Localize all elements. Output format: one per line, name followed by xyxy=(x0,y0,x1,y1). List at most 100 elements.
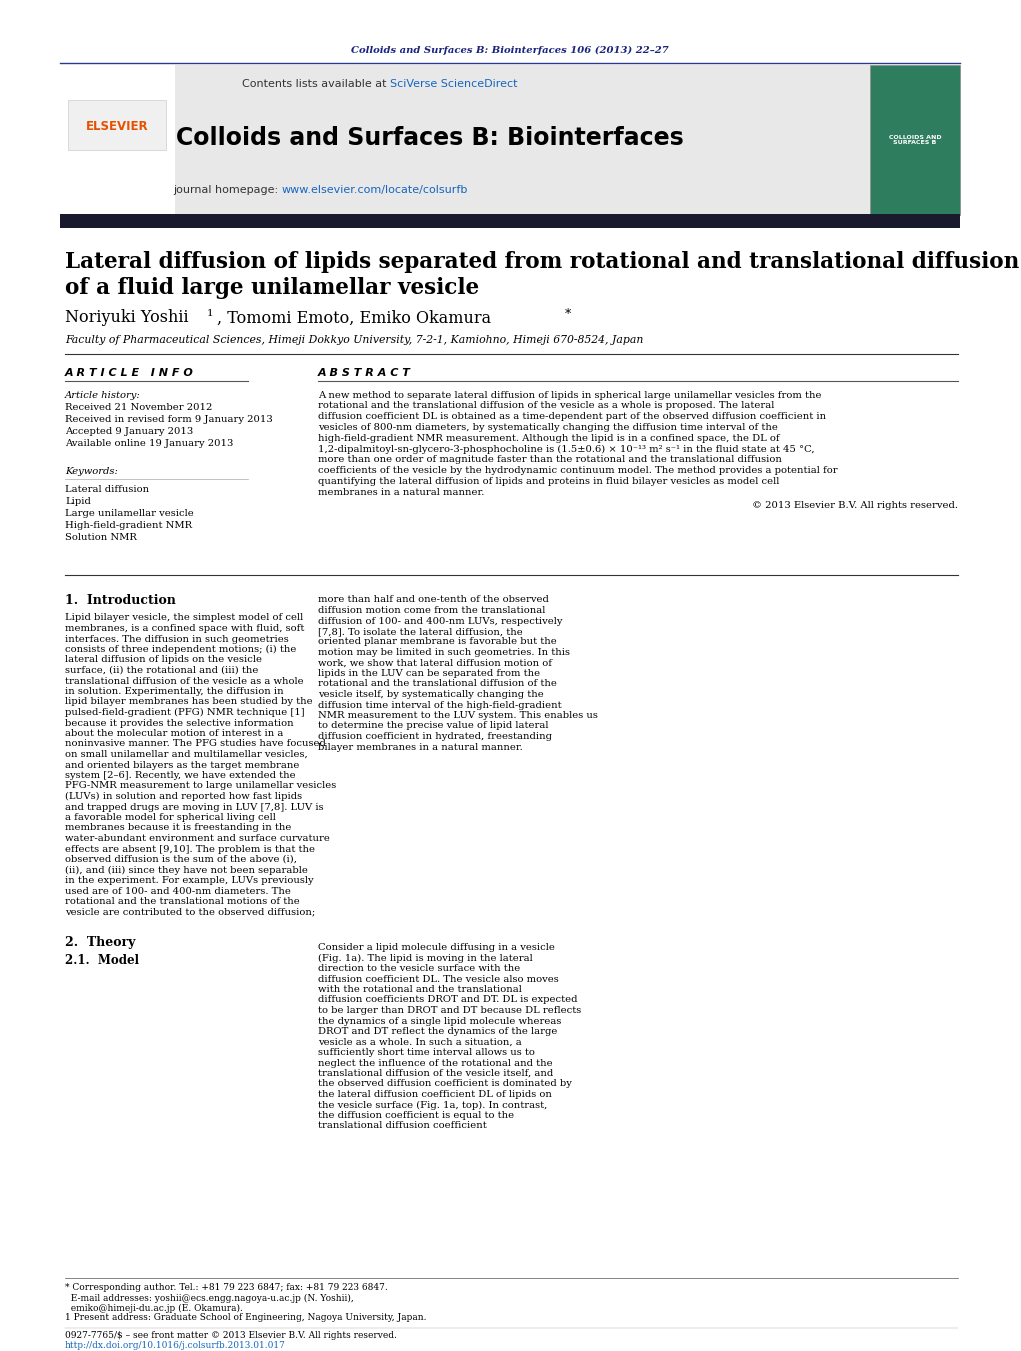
Text: ELSEVIER: ELSEVIER xyxy=(86,119,148,132)
Text: A B S T R A C T: A B S T R A C T xyxy=(318,367,410,378)
Text: of a fluid large unilamellar vesicle: of a fluid large unilamellar vesicle xyxy=(65,277,479,299)
Text: membranes in a natural manner.: membranes in a natural manner. xyxy=(318,488,484,497)
Text: motion may be limited in such geometries. In this: motion may be limited in such geometries… xyxy=(318,648,570,657)
Text: interfaces. The diffusion in such geometries: interfaces. The diffusion in such geomet… xyxy=(65,635,289,643)
Text: Lipid: Lipid xyxy=(65,497,91,507)
Text: the dynamics of a single lipid molecule whereas: the dynamics of a single lipid molecule … xyxy=(318,1016,562,1025)
Text: PFG-NMR measurement to large unilamellar vesicles: PFG-NMR measurement to large unilamellar… xyxy=(65,781,336,790)
Text: A R T I C L E   I N F O: A R T I C L E I N F O xyxy=(65,367,194,378)
Text: quantifying the lateral diffusion of lipids and proteins in fluid bilayer vesicl: quantifying the lateral diffusion of lip… xyxy=(318,477,779,486)
Text: the vesicle surface (Fig. 1a, top). In contrast,: the vesicle surface (Fig. 1a, top). In c… xyxy=(318,1101,547,1109)
Text: translational diffusion of the vesicle itself, and: translational diffusion of the vesicle i… xyxy=(318,1069,553,1078)
Text: lipids in the LUV can be separated from the: lipids in the LUV can be separated from … xyxy=(318,669,540,678)
Text: Lateral diffusion: Lateral diffusion xyxy=(65,485,149,494)
Text: about the molecular motion of interest in a: about the molecular motion of interest i… xyxy=(65,730,284,738)
Text: diffusion coefficient DL. The vesicle also moves: diffusion coefficient DL. The vesicle al… xyxy=(318,974,558,984)
Text: rotational and the translational motions of the: rotational and the translational motions… xyxy=(65,897,300,907)
Text: diffusion of 100- and 400-nm LUVs, respectively: diffusion of 100- and 400-nm LUVs, respe… xyxy=(318,616,563,626)
Text: oriented planar membrane is favorable but the: oriented planar membrane is favorable bu… xyxy=(318,638,556,647)
Text: Keywords:: Keywords: xyxy=(65,466,117,476)
Text: Faculty of Pharmaceutical Sciences, Himeji Dokkyo University, 7-2-1, Kamiohno, H: Faculty of Pharmaceutical Sciences, Hime… xyxy=(65,335,643,345)
Text: and trapped drugs are moving in LUV [7,8]. LUV is: and trapped drugs are moving in LUV [7,8… xyxy=(65,802,324,812)
Text: Large unilamellar vesicle: Large unilamellar vesicle xyxy=(65,509,194,519)
Text: sufficiently short time interval allows us to: sufficiently short time interval allows … xyxy=(318,1048,535,1056)
Text: diffusion coefficient DL is obtained as a time-dependent part of the observed di: diffusion coefficient DL is obtained as … xyxy=(318,412,826,422)
Text: diffusion time interval of the high-field-gradient: diffusion time interval of the high-fiel… xyxy=(318,701,562,709)
Text: 1,2-dipalmitoyl-sn-glycero-3-phosphocholine is (1.5±0.6) × 10⁻¹³ m² s⁻¹ in the f: 1,2-dipalmitoyl-sn-glycero-3-phosphochol… xyxy=(318,444,815,454)
Text: SciVerse ScienceDirect: SciVerse ScienceDirect xyxy=(390,78,518,89)
Text: neglect the influence of the rotational and the: neglect the influence of the rotational … xyxy=(318,1058,552,1067)
Text: High-field-gradient NMR: High-field-gradient NMR xyxy=(65,521,192,531)
Text: surface, (ii) the rotational and (iii) the: surface, (ii) the rotational and (iii) t… xyxy=(65,666,258,676)
Text: 1: 1 xyxy=(207,309,213,319)
Text: (ii), and (iii) since they have not been separable: (ii), and (iii) since they have not been… xyxy=(65,866,308,874)
Text: rotational and the translational diffusion of the: rotational and the translational diffusi… xyxy=(318,680,556,689)
Bar xyxy=(68,100,166,150)
Text: high-field-gradient NMR measurement. Although the lipid is in a confined space, : high-field-gradient NMR measurement. Alt… xyxy=(318,434,780,443)
Text: Noriyuki Yoshii: Noriyuki Yoshii xyxy=(65,309,189,327)
Text: Available online 19 January 2013: Available online 19 January 2013 xyxy=(65,439,234,449)
Text: consists of three independent motions; (i) the: consists of three independent motions; (… xyxy=(65,644,296,654)
Text: Solution NMR: Solution NMR xyxy=(65,534,137,543)
Text: and oriented bilayers as the target membrane: and oriented bilayers as the target memb… xyxy=(65,761,299,770)
Bar xyxy=(870,65,960,215)
Text: * Corresponding author. Tel.: +81 79 223 6847; fax: +81 79 223 6847.: * Corresponding author. Tel.: +81 79 223… xyxy=(65,1283,388,1293)
Text: Colloids and Surfaces B: Biointerfaces: Colloids and Surfaces B: Biointerfaces xyxy=(177,126,684,150)
Text: on small unilamellar and multilamellar vesicles,: on small unilamellar and multilamellar v… xyxy=(65,750,307,759)
Text: water-abundant environment and surface curvature: water-abundant environment and surface c… xyxy=(65,834,330,843)
Text: coefficients of the vesicle by the hydrodynamic continuum model. The method prov: coefficients of the vesicle by the hydro… xyxy=(318,466,837,476)
Text: 1 Present address: Graduate School of Engineering, Nagoya University, Japan.: 1 Present address: Graduate School of En… xyxy=(65,1313,427,1323)
Text: system [2–6]. Recently, we have extended the: system [2–6]. Recently, we have extended… xyxy=(65,771,296,780)
Text: used are of 100- and 400-nm diameters. The: used are of 100- and 400-nm diameters. T… xyxy=(65,886,291,896)
Text: work, we show that lateral diffusion motion of: work, we show that lateral diffusion mot… xyxy=(318,658,552,667)
Bar xyxy=(60,65,870,215)
Text: rotational and the translational diffusion of the vesicle as a whole is proposed: rotational and the translational diffusi… xyxy=(318,401,774,411)
Text: observed diffusion is the sum of the above (i),: observed diffusion is the sum of the abo… xyxy=(65,855,297,865)
Text: http://dx.doi.org/10.1016/j.colsurfb.2013.01.017: http://dx.doi.org/10.1016/j.colsurfb.201… xyxy=(65,1342,286,1351)
Text: vesicle itself, by systematically changing the: vesicle itself, by systematically changi… xyxy=(318,690,544,698)
Text: vesicle as a whole. In such a situation, a: vesicle as a whole. In such a situation,… xyxy=(318,1038,522,1047)
Text: more than one order of magnitude faster than the rotational and the translationa: more than one order of magnitude faster … xyxy=(318,455,782,465)
Text: diffusion motion come from the translational: diffusion motion come from the translati… xyxy=(318,607,545,615)
Text: vesicle are contributed to the observed diffusion;: vesicle are contributed to the observed … xyxy=(65,908,315,916)
Text: (LUVs) in solution and reported how fast lipids: (LUVs) in solution and reported how fast… xyxy=(65,792,302,801)
Text: more than half and one-tenth of the observed: more than half and one-tenth of the obse… xyxy=(318,596,549,604)
Text: Lipid bilayer vesicle, the simplest model of cell: Lipid bilayer vesicle, the simplest mode… xyxy=(65,613,303,623)
Text: Accepted 9 January 2013: Accepted 9 January 2013 xyxy=(65,427,193,436)
Text: Lateral diffusion of lipids separated from rotational and translational diffusio: Lateral diffusion of lipids separated fr… xyxy=(65,251,1019,273)
Text: lipid bilayer membranes has been studied by the: lipid bilayer membranes has been studied… xyxy=(65,697,312,707)
Text: Colloids and Surfaces B: Biointerfaces 106 (2013) 22–27: Colloids and Surfaces B: Biointerfaces 1… xyxy=(351,46,669,54)
Text: lateral diffusion of lipids on the vesicle: lateral diffusion of lipids on the vesic… xyxy=(65,655,262,665)
Text: membranes because it is freestanding in the: membranes because it is freestanding in … xyxy=(65,824,291,832)
Text: 2.  Theory: 2. Theory xyxy=(65,936,136,948)
Text: DROT and DT reflect the dynamics of the large: DROT and DT reflect the dynamics of the … xyxy=(318,1027,557,1036)
Text: , Tomomi Emoto, Emiko Okamura: , Tomomi Emoto, Emiko Okamura xyxy=(217,309,491,327)
Text: 0927-7765/$ – see front matter © 2013 Elsevier B.V. All rights reserved.: 0927-7765/$ – see front matter © 2013 El… xyxy=(65,1332,397,1340)
Text: effects are absent [9,10]. The problem is that the: effects are absent [9,10]. The problem i… xyxy=(65,844,315,854)
Text: the observed diffusion coefficient is dominated by: the observed diffusion coefficient is do… xyxy=(318,1079,572,1089)
Text: to determine the precise value of lipid lateral: to determine the precise value of lipid … xyxy=(318,721,548,731)
Text: Contents lists available at: Contents lists available at xyxy=(242,78,390,89)
Text: membranes, is a confined space with fluid, soft: membranes, is a confined space with flui… xyxy=(65,624,304,634)
Text: *: * xyxy=(565,308,572,320)
Text: E-mail addresses: yoshii@ecs.engg.nagoya-u.ac.jp (N. Yoshii),: E-mail addresses: yoshii@ecs.engg.nagoya… xyxy=(65,1293,353,1302)
Text: because it provides the selective information: because it provides the selective inform… xyxy=(65,719,294,727)
Text: Article history:: Article history: xyxy=(65,390,141,400)
Text: a favorable model for spherical living cell: a favorable model for spherical living c… xyxy=(65,813,276,821)
Text: in the experiment. For example, LUVs previously: in the experiment. For example, LUVs pre… xyxy=(65,875,313,885)
Text: in solution. Experimentally, the diffusion in: in solution. Experimentally, the diffusi… xyxy=(65,688,284,696)
Text: Received in revised form 9 January 2013: Received in revised form 9 January 2013 xyxy=(65,416,273,424)
Text: (Fig. 1a). The lipid is moving in the lateral: (Fig. 1a). The lipid is moving in the la… xyxy=(318,954,533,962)
Text: 2.1.  Model: 2.1. Model xyxy=(65,954,139,967)
Text: direction to the vesicle surface with the: direction to the vesicle surface with th… xyxy=(318,965,521,973)
Text: translational diffusion coefficient: translational diffusion coefficient xyxy=(318,1121,487,1131)
Text: pulsed-field-gradient (PFG) NMR technique [1]: pulsed-field-gradient (PFG) NMR techniqu… xyxy=(65,708,304,717)
Text: noninvasive manner. The PFG studies have focused: noninvasive manner. The PFG studies have… xyxy=(65,739,326,748)
Bar xyxy=(60,213,960,228)
Text: vesicles of 800-nm diameters, by systematically changing the diffusion time inte: vesicles of 800-nm diameters, by systema… xyxy=(318,423,778,432)
Text: A new method to separate lateral diffusion of lipids in spherical large unilamel: A new method to separate lateral diffusi… xyxy=(318,390,822,400)
Text: COLLOIDS AND
SURFACES B: COLLOIDS AND SURFACES B xyxy=(888,135,941,146)
Text: translational diffusion of the vesicle as a whole: translational diffusion of the vesicle a… xyxy=(65,677,303,685)
Text: the diffusion coefficient is equal to the: the diffusion coefficient is equal to th… xyxy=(318,1111,515,1120)
Text: www.elsevier.com/locate/colsurfb: www.elsevier.com/locate/colsurfb xyxy=(282,185,469,195)
